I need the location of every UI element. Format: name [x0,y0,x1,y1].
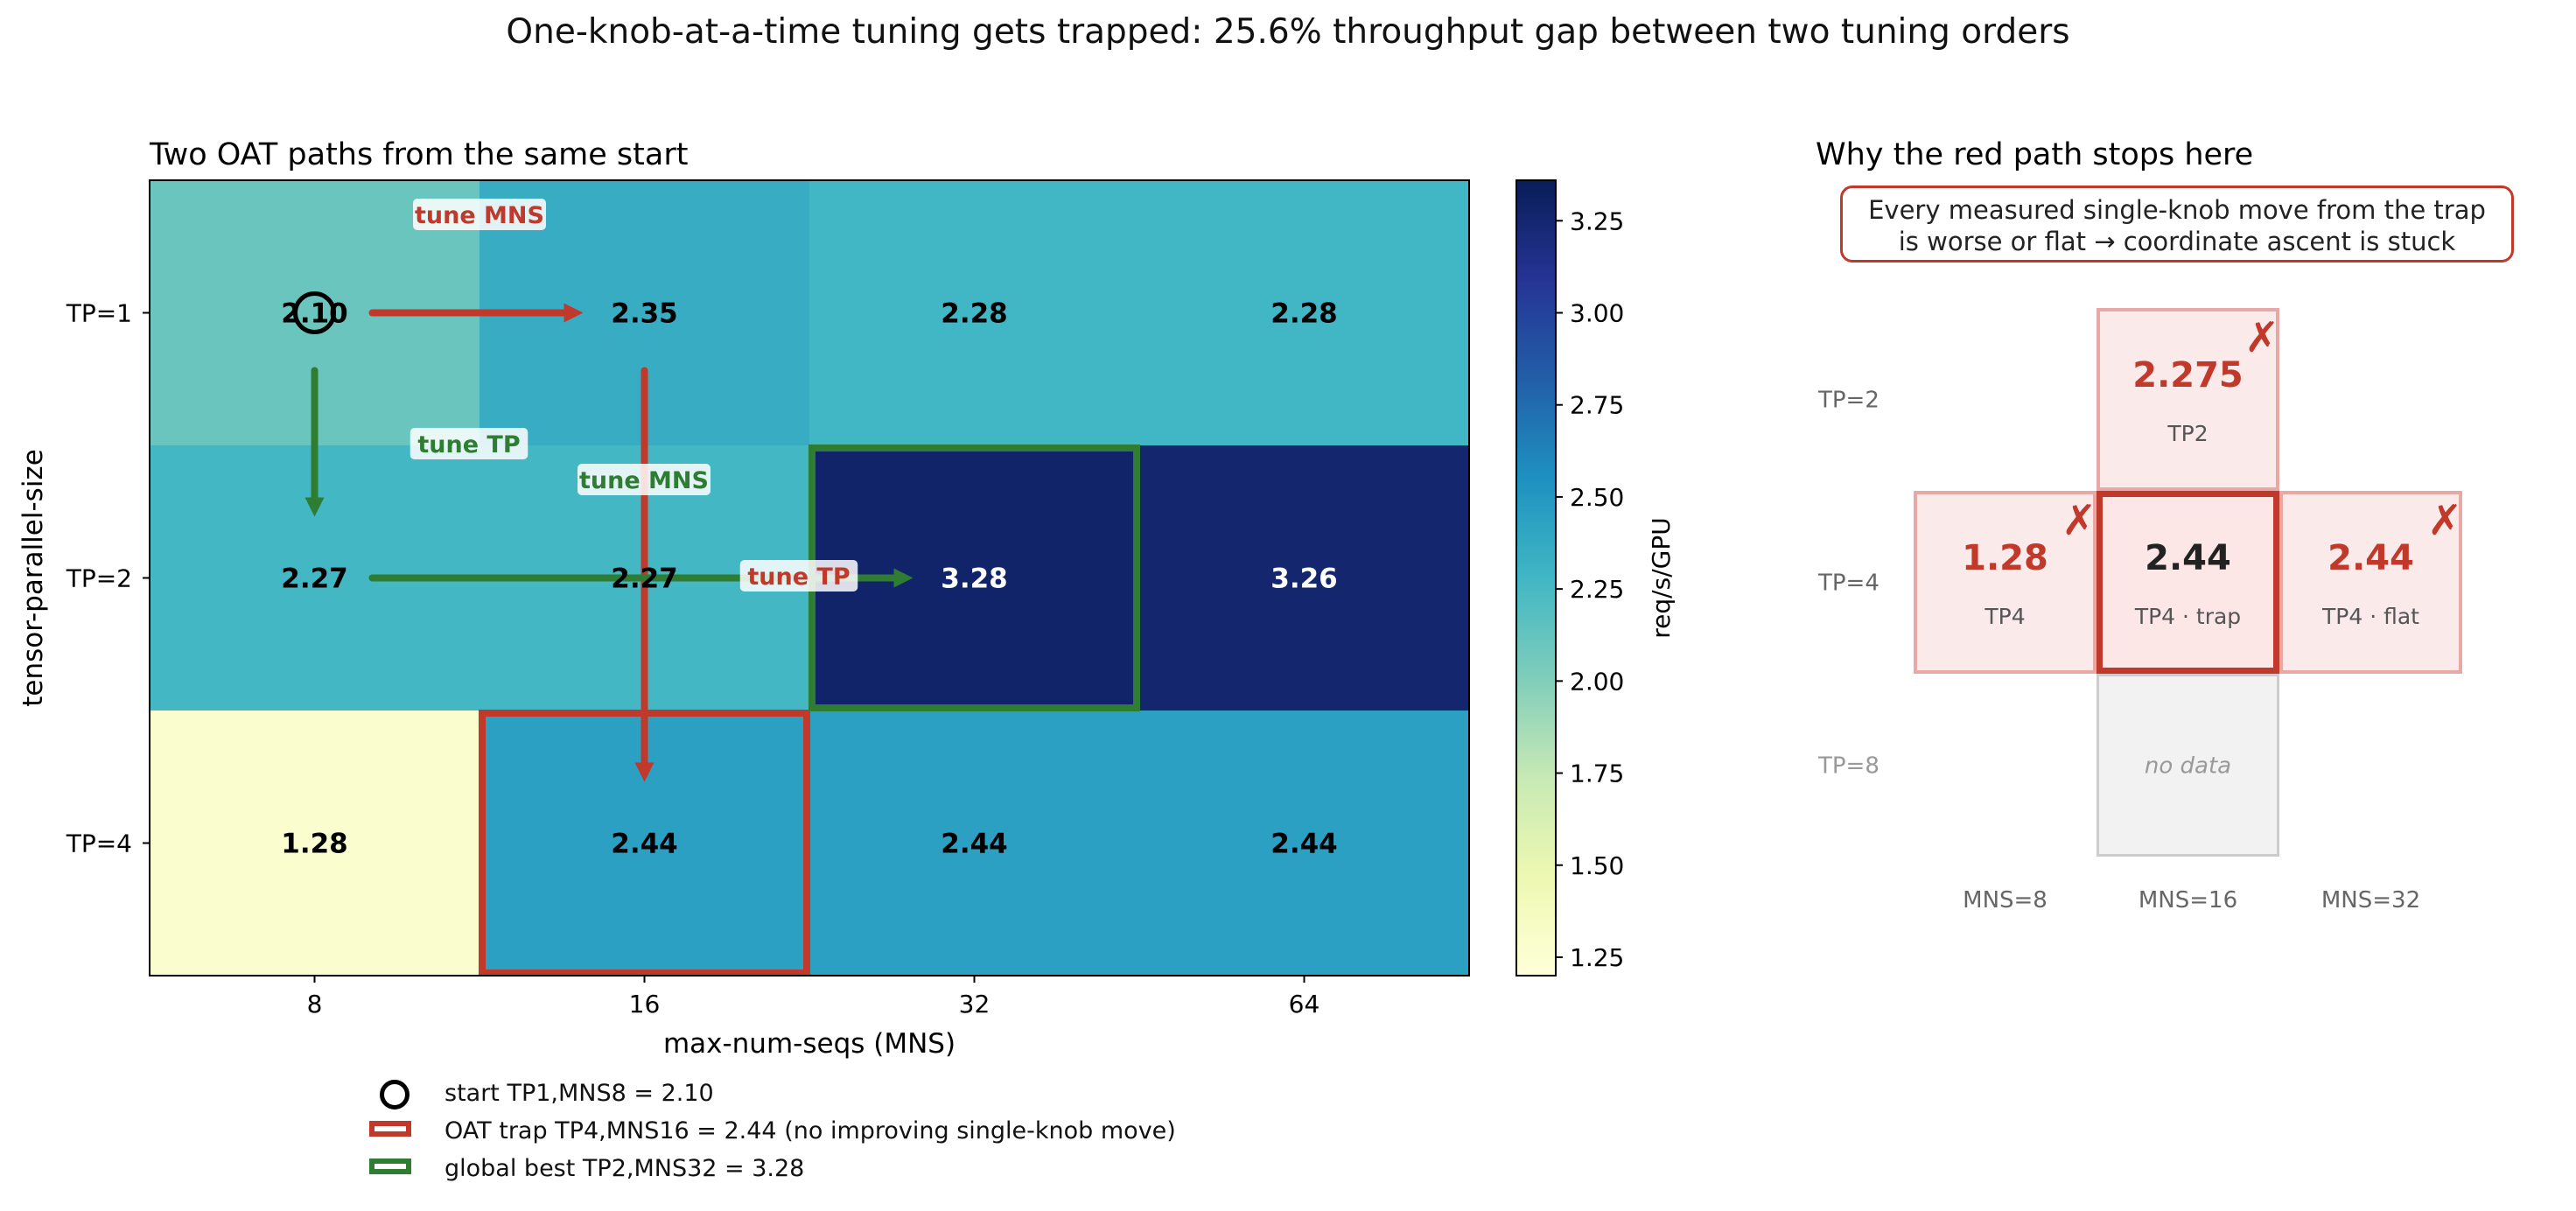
red-arrow-tune-mns-head [564,303,584,323]
neighbor-sub-label: TP4 [1984,604,2025,629]
green-arrow-tune-mns-head [893,568,914,588]
colorbar-tick-label: 1.25 [1570,943,1624,972]
x-axis-label: max-num-seqs (MNS) [663,1028,956,1060]
callout-line-1: Every measured single-knob move from the… [1868,195,2486,225]
cell-value-label: 2.10 [281,298,348,330]
heatmap-cell [1139,180,1469,445]
neighbor-value-label: 2.44 [2145,538,2231,578]
path-label-red-tp-bg [739,560,858,592]
path-label-red-mns-bg [413,199,546,230]
legend-item-trap: OAT trap TP4,MNS16 = 2.44 (no improving … [366,1112,1176,1150]
y-tick-label: TP=2 [66,564,132,593]
neighbor-sub-label: TP4 · trap [2134,604,2241,629]
colorbar-tick-label: 2.50 [1570,483,1624,512]
grid-col-label: MNS=16 [2138,887,2237,914]
red-arrow-tune-tp-head [634,762,654,782]
cell-value-label: 2.27 [281,564,348,595]
path-label-green-mns-bg [578,464,710,495]
cell-value-label: 2.28 [941,298,1008,330]
best-marker-icon [366,1150,418,1187]
cell-value-label: 2.44 [1270,829,1338,860]
colorbar-label: req/s/GPU [1647,517,1676,638]
grid-col-label: MNS=32 [2321,887,2420,914]
cell-value-label: 3.26 [1270,564,1338,595]
neighbor-value-label: 2.44 [2328,538,2414,578]
neighbor-cell-worse [2096,308,2279,491]
legend-item-start: start TP1,MNS8 = 2.10 [366,1074,1176,1112]
colorbar-bar [1516,179,1557,976]
grid-row-label: TP=2 [1817,388,1880,414]
legend-label-trap: OAT trap TP4,MNS16 = 2.44 (no improving … [444,1117,1176,1144]
colorbar-tick-label: 2.75 [1570,391,1624,420]
neighbor-value-label: 1.28 [1962,538,2048,578]
y-axis-label: tensor-parallel-size [18,449,49,707]
colorbar-tick-label: 1.75 [1570,760,1624,788]
cell-value-label: 2.44 [611,829,678,860]
cell-value-label: 2.27 [611,564,678,595]
cell-value-label: 2.44 [941,829,1008,860]
grid-col-label: MNS=8 [1963,887,2048,914]
y-tick-label: TP=1 [66,299,132,328]
x-tick-label: 32 [959,990,990,1018]
start-marker [293,291,336,334]
path-label-green-tp: tune TP [417,431,520,458]
path-label-green-tp-bg [410,428,528,459]
neighbor-cell-trap [2096,491,2279,674]
heatmap-title: Two OAT paths from the same start [149,137,688,172]
x-tick-label: 16 [629,990,661,1018]
grid-row-label: TP=8 [1817,753,1880,780]
neighbor-sub-label: TP2 [2166,421,2208,446]
path-label-red-mns: tune MNS [415,202,544,229]
legend-label-best: global best TP2,MNS32 = 3.28 [444,1155,805,1182]
cell-value-label: 2.35 [611,298,678,330]
figure-title: One-knob-at-a-time tuning gets trapped: … [506,12,2070,52]
neighbor-value-label: 2.275 [2132,355,2244,396]
colorbar-tick-label: 3.25 [1570,206,1624,235]
cross-mark-icon: ✗ [2427,496,2462,545]
cross-mark-icon: ✗ [2062,496,2096,545]
grid-row-label: TP=4 [1817,570,1880,597]
green-arrow-tune-tp-head [304,497,325,517]
heatmap-cell [1139,445,1469,710]
colorbar-tick-label: 1.50 [1570,851,1624,880]
cross-mark-icon: ✗ [2244,313,2279,362]
path-label-green-mns: tune MNS [579,467,709,494]
neighbor-cell-flat [2279,491,2462,674]
trap-marker-icon [366,1112,418,1150]
legend-label-start: start TP1,MNS8 = 2.10 [444,1080,714,1107]
trap-callout: Every measured single-knob move from the… [1840,186,2514,262]
heatmap-cell [809,710,1139,976]
heatmap-legend: start TP1,MNS8 = 2.10 OAT trap TP4,MNS16… [366,1074,1176,1187]
path-label-red-tp: tune TP [747,564,850,591]
legend-item-best: global best TP2,MNS32 = 3.28 [366,1150,1176,1187]
colorbar: 1.25 1.50 1.75 2.00 2.25 2.50 2.75 3.00 3.25 req/… [1516,179,1676,976]
y-tick-label: TP=4 [66,830,132,858]
nodata-label: no data [2145,753,2231,780]
colorbar-tick-label: 2.00 [1570,667,1624,696]
cell-value-label: 3.28 [941,564,1008,595]
colorbar-tick-label: 3.00 [1570,299,1624,328]
heatmap-panel: Two OAT paths from the same start 2.10 2.3… [18,137,1470,1060]
cell-value-label: 1.28 [281,829,348,860]
x-tick-label: 8 [307,990,323,1018]
colorbar-tick-label: 2.25 [1570,575,1624,604]
red-arrow-tune-mns [368,303,584,323]
red-arrow-tune-tp [634,367,654,782]
right-panel-title: Why the red path stops here [1816,137,2253,172]
trap-neighborhood-panel: Why the red path stops here TP=2 TP=4 TP=8 M… [1816,137,2462,914]
heatmap-cell [1139,710,1469,976]
x-tick-label: 64 [1289,990,1320,1018]
green-arrow-tune-tp [304,367,325,517]
neighbor-cell-worse [1914,491,2096,674]
start-marker-icon [366,1074,418,1112]
heatmap-cell [150,710,480,976]
cell-value-label: 2.28 [1270,298,1338,330]
neighbor-sub-label: TP4 · flat [2321,604,2419,629]
heatmap-cell [809,180,1139,445]
callout-line-2: is worse or flat → coordinate ascent is … [1898,227,2456,256]
neighbor-cell-nodata [2096,674,2279,857]
